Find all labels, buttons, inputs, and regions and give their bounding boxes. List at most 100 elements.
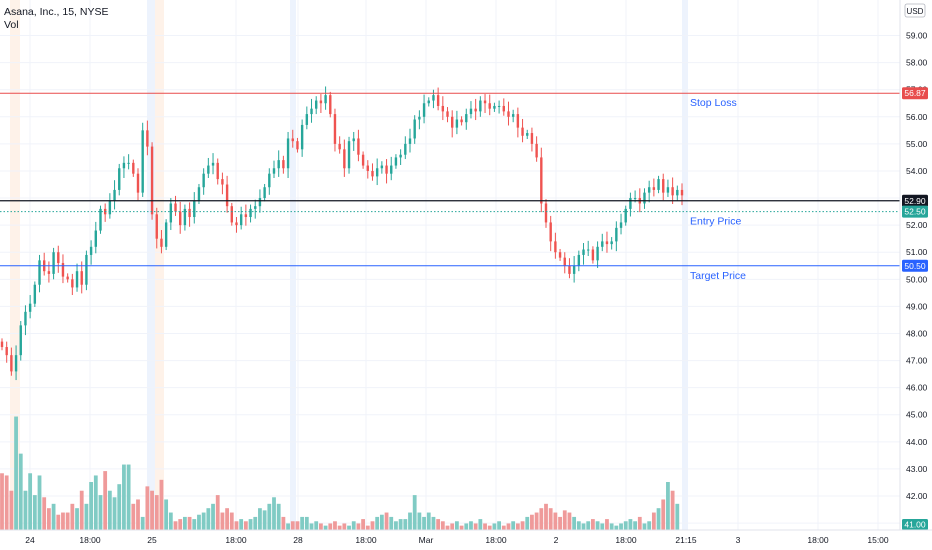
volume-bar <box>544 503 548 530</box>
candle-body <box>188 208 191 218</box>
candle-body <box>652 187 656 190</box>
price-tick-label: 45.00 <box>906 410 928 420</box>
volume-bar <box>675 503 680 530</box>
volume-bar <box>164 499 169 530</box>
time-tick-label: Mar <box>419 535 434 545</box>
volume-bar <box>651 512 656 530</box>
volume-bar <box>234 521 239 530</box>
candle-body <box>432 95 435 101</box>
candle-body <box>380 165 384 169</box>
volume-bar <box>65 512 70 530</box>
candle-body <box>197 187 201 201</box>
candle-body <box>343 149 346 169</box>
volume-bar <box>304 516 309 530</box>
volume-bar <box>562 510 567 530</box>
candle-body <box>305 114 309 125</box>
candle-body <box>5 347 8 356</box>
volume-bar <box>9 490 14 530</box>
volume-bar <box>145 486 150 530</box>
candle-body <box>366 165 369 171</box>
candle-body <box>474 108 477 112</box>
volume-bar <box>412 495 417 530</box>
volume-bar <box>454 521 459 530</box>
candle-body <box>554 241 557 253</box>
chart-background <box>10 0 688 530</box>
volume-bar <box>84 503 89 530</box>
volume-bar <box>178 519 183 530</box>
volume-bar <box>525 516 530 530</box>
candle-body <box>329 95 332 115</box>
candle-body <box>225 184 229 207</box>
volume-bar <box>445 525 450 530</box>
volume-bar <box>309 523 314 530</box>
stop-loss-label: Stop Loss <box>690 97 737 109</box>
volume-bar <box>469 521 473 530</box>
volume-bar <box>42 497 47 530</box>
volume-bar <box>581 523 586 530</box>
volume-bar <box>211 503 215 530</box>
price-tag-label: 52.90 <box>904 196 926 206</box>
volume-bar <box>633 521 638 530</box>
volume-bar <box>220 512 225 530</box>
volume-bar <box>497 521 502 530</box>
volume-bar <box>586 521 591 530</box>
candle-body <box>277 160 280 169</box>
candle-body <box>479 100 482 112</box>
candle-body <box>272 168 276 174</box>
volume-bar <box>0 473 4 530</box>
time-tick-label: 25 <box>147 535 157 545</box>
volume-bar <box>51 503 56 530</box>
candle-body <box>141 130 144 193</box>
volume-bar <box>394 521 398 530</box>
volume-bar <box>23 490 28 530</box>
volume-bar <box>614 525 619 530</box>
candle-body <box>244 214 248 218</box>
volume-bar <box>168 512 173 530</box>
price-tick-label: 56.00 <box>906 112 928 122</box>
volume-bar <box>215 495 220 530</box>
candle-body <box>207 165 210 174</box>
candle-body <box>488 103 491 109</box>
time-axis[interactable] <box>0 529 932 550</box>
price-lines[interactable]: Stop Loss Entry Price Target Price <box>0 92 900 282</box>
volume-bar <box>117 484 122 530</box>
candle-body <box>577 254 581 266</box>
candles <box>0 86 684 381</box>
volume-bar <box>506 523 511 530</box>
candle-body <box>582 249 585 255</box>
volume-bar <box>206 508 211 530</box>
candle-body <box>10 355 13 372</box>
volume-bar <box>107 490 112 530</box>
candle-body <box>404 143 407 155</box>
volume-bars <box>0 416 680 530</box>
currency-label: USD <box>907 7 924 16</box>
candle-body <box>347 141 351 169</box>
volume-bar <box>276 503 281 530</box>
time-tick-label: 28 <box>293 535 303 545</box>
volume-bar <box>572 516 577 530</box>
price-tick-label: 47.00 <box>906 356 928 366</box>
volume-bar <box>182 516 187 530</box>
volume-bar <box>670 490 675 530</box>
candle-body <box>375 168 379 177</box>
volume-bar <box>642 523 647 530</box>
volume-bar <box>464 523 469 530</box>
volume-bar <box>403 519 408 530</box>
candle-body <box>516 114 520 128</box>
candle-body <box>647 187 651 193</box>
candle-body <box>0 341 4 348</box>
price-tag <box>902 205 928 218</box>
price-tick-label: 48.00 <box>906 328 928 338</box>
price-tick-label: 46.00 <box>906 383 928 393</box>
grid <box>0 0 900 530</box>
volume-bar <box>656 508 661 530</box>
volume-bar <box>431 516 436 530</box>
price-tick-label: 55.00 <box>906 139 928 149</box>
candle-body <box>676 189 679 196</box>
candle-body <box>202 173 205 188</box>
price-tag-label: 52.50 <box>904 207 926 217</box>
candle-body <box>418 116 421 120</box>
volume-bar <box>384 512 389 530</box>
candle-body <box>483 100 487 104</box>
